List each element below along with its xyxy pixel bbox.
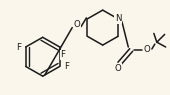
Text: O: O <box>74 20 81 29</box>
Text: F: F <box>64 62 69 71</box>
Text: O: O <box>144 45 150 54</box>
Text: O: O <box>114 64 121 73</box>
Text: F: F <box>60 50 65 59</box>
Text: N: N <box>115 14 121 23</box>
Text: F: F <box>16 43 21 51</box>
